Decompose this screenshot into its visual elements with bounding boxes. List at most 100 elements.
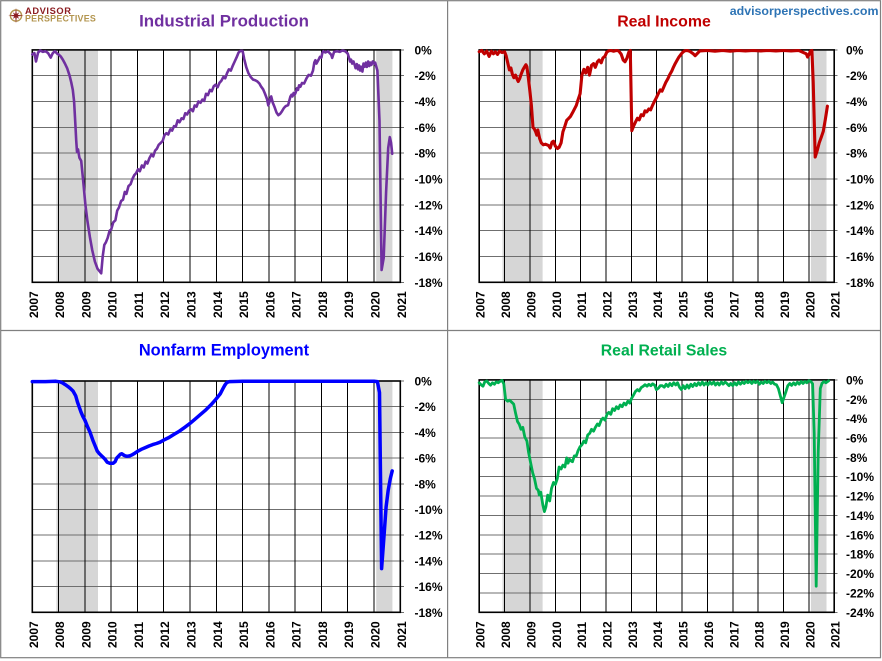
svg-text:2007: 2007 xyxy=(474,621,488,648)
svg-text:-16%: -16% xyxy=(415,580,443,594)
svg-text:-10%: -10% xyxy=(846,470,874,484)
svg-text:-24%: -24% xyxy=(846,606,874,620)
svg-text:-14%: -14% xyxy=(415,554,443,568)
svg-text:2008: 2008 xyxy=(53,291,67,318)
svg-text:0%: 0% xyxy=(846,373,864,387)
svg-text:2017: 2017 xyxy=(290,621,304,648)
svg-text:2018: 2018 xyxy=(753,291,767,318)
svg-text:2012: 2012 xyxy=(158,291,172,318)
svg-text:-14%: -14% xyxy=(846,224,874,238)
svg-text:-8%: -8% xyxy=(415,147,437,161)
svg-text:-12%: -12% xyxy=(415,529,443,543)
svg-text:2020: 2020 xyxy=(369,291,383,318)
svg-text:-10%: -10% xyxy=(415,503,443,517)
svg-text:2008: 2008 xyxy=(499,291,513,318)
svg-text:2013: 2013 xyxy=(626,291,640,318)
svg-text:2020: 2020 xyxy=(369,621,383,648)
svg-text:2014: 2014 xyxy=(651,621,665,648)
svg-text:2018: 2018 xyxy=(316,621,330,648)
svg-text:2016: 2016 xyxy=(263,291,277,318)
svg-text:-12%: -12% xyxy=(415,198,443,212)
svg-text:PERSPECTIVES: PERSPECTIVES xyxy=(25,13,96,23)
svg-text:2015: 2015 xyxy=(677,621,691,648)
svg-text:-6%: -6% xyxy=(846,432,868,446)
svg-text:2013: 2013 xyxy=(185,291,199,318)
svg-text:2018: 2018 xyxy=(316,291,330,318)
svg-text:2016: 2016 xyxy=(263,621,277,648)
svg-text:2021: 2021 xyxy=(829,621,843,648)
svg-text:2016: 2016 xyxy=(702,621,716,648)
svg-text:-4%: -4% xyxy=(846,95,868,109)
svg-text:0%: 0% xyxy=(846,43,864,57)
svg-text:2021: 2021 xyxy=(395,291,409,318)
svg-text:-22%: -22% xyxy=(846,586,874,600)
svg-text:2015: 2015 xyxy=(237,291,251,318)
svg-text:2011: 2011 xyxy=(132,622,146,648)
svg-text:ADVISOR: ADVISOR xyxy=(25,6,72,16)
svg-text:-6%: -6% xyxy=(415,452,437,466)
svg-text:-4%: -4% xyxy=(415,95,437,109)
svg-text:-2%: -2% xyxy=(415,400,437,414)
svg-text:2009: 2009 xyxy=(79,621,93,648)
svg-text:2010: 2010 xyxy=(550,291,564,318)
svg-text:2015: 2015 xyxy=(237,621,251,648)
svg-text:-18%: -18% xyxy=(846,276,874,290)
svg-text:-14%: -14% xyxy=(415,224,443,238)
svg-text:-16%: -16% xyxy=(846,250,874,264)
svg-text:2019: 2019 xyxy=(342,621,356,648)
svg-text:Nonfarm Employment: Nonfarm Employment xyxy=(139,342,310,360)
svg-text:2012: 2012 xyxy=(601,291,615,318)
svg-text:0%: 0% xyxy=(415,375,433,389)
svg-text:-4%: -4% xyxy=(846,412,868,426)
svg-text:2020: 2020 xyxy=(803,291,817,318)
svg-text:-12%: -12% xyxy=(846,198,874,212)
svg-text:2017: 2017 xyxy=(290,291,304,318)
svg-text:-20%: -20% xyxy=(846,567,874,581)
svg-text:-4%: -4% xyxy=(415,426,437,440)
svg-text:2007: 2007 xyxy=(27,291,41,318)
svg-text:2012: 2012 xyxy=(158,621,172,648)
svg-text:-18%: -18% xyxy=(846,548,874,562)
svg-text:-10%: -10% xyxy=(415,173,443,187)
svg-text:2020: 2020 xyxy=(803,621,817,648)
svg-text:2009: 2009 xyxy=(524,621,538,648)
svg-text:-8%: -8% xyxy=(846,451,868,465)
svg-text:2019: 2019 xyxy=(778,291,792,318)
svg-text:-6%: -6% xyxy=(415,121,437,135)
svg-text:2009: 2009 xyxy=(79,291,93,318)
svg-text:Real Retail Sales: Real Retail Sales xyxy=(601,343,728,360)
svg-text:2014: 2014 xyxy=(211,291,225,318)
svg-text:2013: 2013 xyxy=(626,621,640,648)
svg-text:2008: 2008 xyxy=(53,621,67,648)
svg-text:2007: 2007 xyxy=(474,291,488,318)
svg-text:-10%: -10% xyxy=(846,173,874,187)
svg-text:Industrial Production: Industrial Production xyxy=(139,12,309,31)
svg-text:2014: 2014 xyxy=(211,621,225,648)
svg-text:-18%: -18% xyxy=(415,276,443,290)
svg-text:-2%: -2% xyxy=(415,69,437,83)
svg-text:2017: 2017 xyxy=(727,291,741,318)
svg-text:2011: 2011 xyxy=(132,292,146,318)
svg-text:2010: 2010 xyxy=(106,291,120,318)
svg-text:2018: 2018 xyxy=(753,621,767,648)
svg-text:-18%: -18% xyxy=(415,606,443,620)
svg-text:2021: 2021 xyxy=(829,291,843,318)
svg-text:2013: 2013 xyxy=(185,621,199,648)
svg-text:2011: 2011 xyxy=(575,292,589,318)
svg-text:2017: 2017 xyxy=(727,621,741,648)
svg-text:-6%: -6% xyxy=(846,121,868,135)
svg-text:2016: 2016 xyxy=(702,291,716,318)
svg-text:2019: 2019 xyxy=(778,621,792,648)
svg-text:2010: 2010 xyxy=(106,621,120,648)
svg-text:-16%: -16% xyxy=(415,250,443,264)
svg-text:-8%: -8% xyxy=(846,147,868,161)
svg-text:-14%: -14% xyxy=(846,509,874,523)
svg-text:advisorperspectives.com: advisorperspectives.com xyxy=(730,4,879,18)
svg-text:2008: 2008 xyxy=(499,621,513,648)
svg-text:2011: 2011 xyxy=(575,622,589,648)
svg-text:2019: 2019 xyxy=(342,291,356,318)
svg-text:Real Income: Real Income xyxy=(617,14,711,31)
svg-text:2021: 2021 xyxy=(395,621,409,648)
svg-text:-8%: -8% xyxy=(415,477,437,491)
svg-text:-2%: -2% xyxy=(846,393,868,407)
